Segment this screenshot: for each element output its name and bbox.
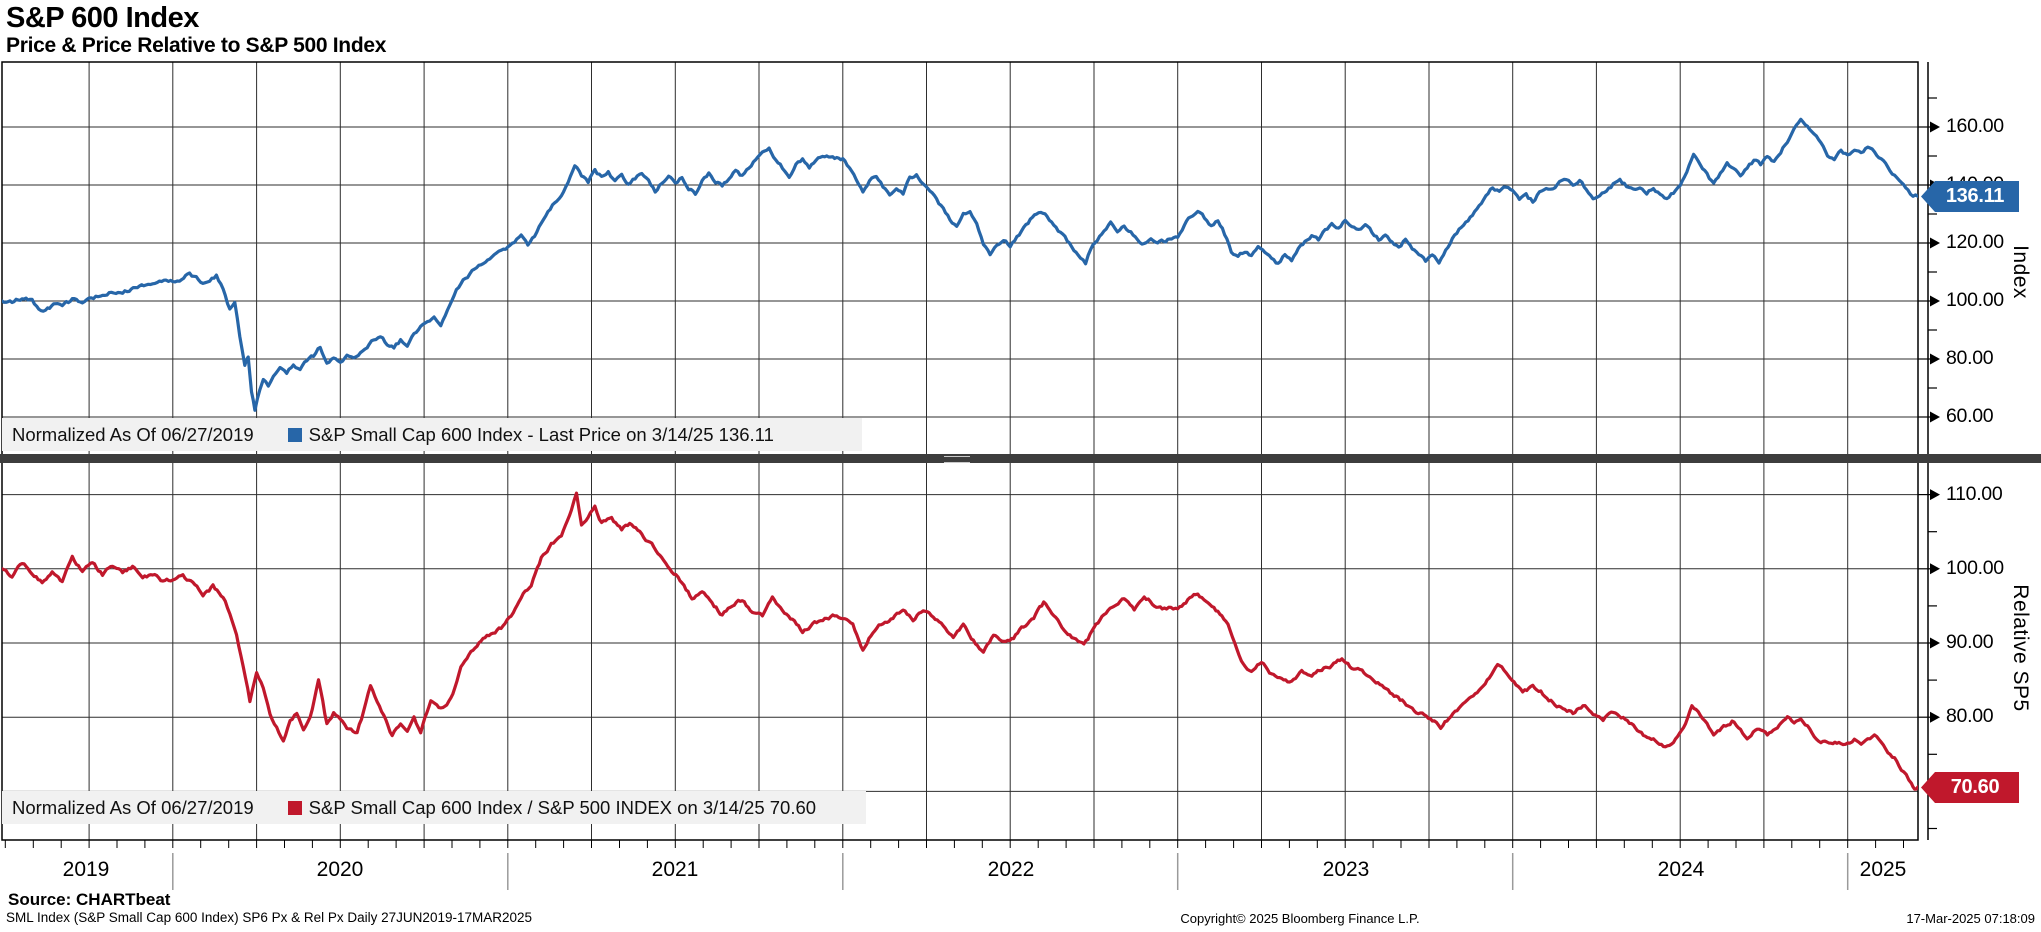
legend-item-index-label: S&P Small Cap 600 Index - Last Price on … [308, 423, 774, 445]
legend-bottom[interactable]: Normalized As Of 06/27/2019 S&P Small Ca… [2, 791, 866, 824]
y-axis-title-relative: Relative SP5 [2009, 584, 2032, 712]
y-tick-label: 120.00 [1946, 230, 2004, 253]
x-axis-year-label: 2021 [651, 858, 699, 881]
y-tick-arrow-icon [1930, 353, 1940, 365]
y-tick-arrow-icon [1930, 411, 1940, 423]
footer-copyright: Copyright© 2025 Bloomberg Finance L.P. [1180, 911, 1420, 926]
y-tick-arrow-icon [1930, 489, 1940, 501]
legend-top[interactable]: Normalized As Of 06/27/2019 S&P Small Ca… [2, 418, 862, 451]
page-subtitle: Price & Price Relative to S&P 500 Index [6, 34, 387, 57]
y-tick-label: 60.00 [1946, 404, 1994, 427]
x-axis-year-label: 2022 [987, 858, 1035, 881]
x-axis-year-label: 2024 [1657, 858, 1705, 881]
y-tick-arrow-icon [1930, 711, 1940, 723]
page-title: S&P 600 Index [6, 2, 199, 34]
y-tick-arrow-icon [1930, 237, 1940, 249]
legend-normalized-label: Normalized As Of 06/27/2019 [12, 796, 254, 818]
plot-frame [1, 61, 1919, 841]
index-series-swatch-icon [287, 427, 302, 442]
last-price-flag-relative: 70.60 [1921, 772, 2019, 803]
footer-meta: SML Index (S&P Small Cap 600 Index) SP6 … [6, 910, 533, 925]
panel-divider-grip-icon[interactable] [944, 456, 970, 463]
relative-price-line[interactable] [2, 491, 1918, 791]
y-tick-label: 100.00 [1946, 288, 2004, 311]
y-tick-arrow-icon [1930, 563, 1940, 575]
y-tick-label: 80.00 [1946, 346, 1994, 369]
legend-normalized-label: Normalized As Of 06/27/2019 [12, 423, 254, 445]
y-tick-label: 90.00 [1946, 630, 1994, 653]
x-axis-year-label: 2025 [1859, 858, 1907, 881]
y-tick-label: 110.00 [1946, 482, 2003, 505]
y-tick-arrow-icon [1930, 295, 1940, 307]
x-axis-year-label: 2023 [1322, 858, 1370, 881]
legend-item-index[interactable]: S&P Small Cap 600 Index - Last Price on … [287, 423, 774, 446]
index-price-line[interactable] [2, 117, 1918, 412]
y-tick-label: 100.00 [1946, 556, 2004, 579]
y-axis-title-index: Index [2009, 245, 2032, 299]
x-axis-year-label: 2019 [62, 858, 110, 881]
y-tick-arrow-icon [1930, 637, 1940, 649]
footer-source: Source: CHARTbeat [8, 890, 171, 909]
last-price-flag-index: 136.11 [1921, 181, 2019, 212]
y-tick-label: 160.00 [1946, 114, 2004, 137]
legend-item-relative[interactable]: S&P Small Cap 600 Index / S&P 500 INDEX … [287, 796, 817, 819]
relative-series-swatch-icon [287, 800, 302, 815]
y-tick-arrow-icon [1930, 121, 1940, 133]
panel-divider[interactable] [0, 454, 2041, 463]
footer-timestamp: 17-Mar-2025 07:18:09 [1906, 911, 2035, 926]
x-axis-year-label: 2020 [316, 858, 364, 881]
legend-item-relative-label: S&P Small Cap 600 Index / S&P 500 INDEX … [308, 796, 817, 818]
y-tick-label: 80.00 [1946, 704, 1994, 727]
